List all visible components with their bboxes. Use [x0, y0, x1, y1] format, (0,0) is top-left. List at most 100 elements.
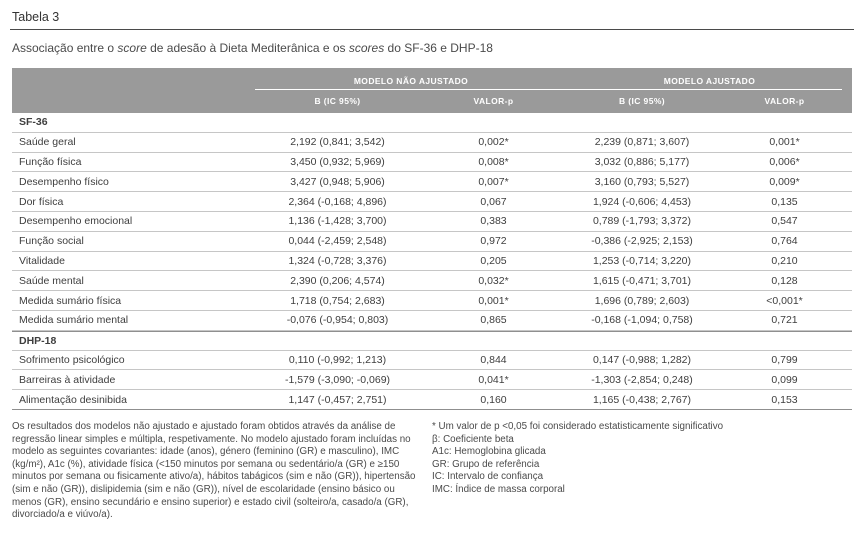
cell-p-unadjusted: 0,160 [480, 393, 507, 406]
cell-p-adjusted: 0,009* [769, 175, 800, 188]
subtitle-segment: do SF-36 e DHP-18 [384, 41, 493, 55]
cell-b-adjusted: -0,386 (-2,925; 2,153) [591, 235, 693, 248]
footnote-line: A1c: Hemoglobina glicada [432, 446, 546, 458]
table-row: Função social 0,044 (-2,459; 2,548) 0,972 -… [12, 232, 852, 252]
cell-b-adjusted: 3,032 (0,886; 5,177) [594, 155, 690, 168]
cell-b-adjusted: -1,303 (-2,854; 0,248) [591, 373, 693, 386]
cell-b-unadjusted: 3,450 (0,932; 5,969) [290, 155, 385, 168]
footnotes: Os resultados dos modelos não ajustado e… [10, 421, 854, 522]
cell-b-unadjusted: 2,192 (0,841; 3,542) [290, 136, 385, 149]
row-label: Dor física [19, 195, 64, 208]
cell-b-adjusted: 1,696 (0,789; 2,603) [594, 294, 690, 307]
cell-p-adjusted: 0,547 [771, 215, 798, 228]
cell-b-unadjusted: 1,718 (0,754; 2,683) [290, 294, 385, 307]
cell-p-unadjusted: 0,865 [480, 314, 507, 327]
table-row: Medida sumário mental -0,076 (-0,954; 0,8… [12, 311, 852, 331]
table-row: Função física 3,450 (0,932; 5,969) 0,008* 3… [12, 153, 852, 173]
footnote-left: Os resultados dos modelos não ajustado e… [12, 420, 416, 521]
cell-p-unadjusted: 0,007* [478, 175, 509, 188]
table-row: Vitalidade 1,324 (-0,728; 3,376) 0,205 1,25… [12, 252, 852, 272]
row-label: Função social [19, 235, 84, 248]
subtitle-segment: de adesão à Dieta Mediterânica e os [146, 41, 349, 55]
cell-p-unadjusted: 0,205 [480, 254, 507, 267]
cell-p-adjusted: 0,721 [771, 314, 798, 327]
cell-b-unadjusted: 3,427 (0,948; 5,906) [290, 175, 385, 188]
column-header-b-unadjusted: B (IC 95%) [314, 96, 361, 106]
section-label: DHP-18 [19, 334, 57, 347]
table-header: MODELO NÃO AJUSTADO MODELO AJUSTADO B (I… [12, 68, 852, 113]
cell-b-adjusted: 3,160 (0,793; 5,527) [594, 175, 690, 188]
cell-p-adjusted: 0,001* [769, 136, 800, 149]
group-header-adjusted: MODELO AJUSTADO [663, 76, 756, 86]
footnote-line: GR: Grupo de referência [432, 458, 540, 470]
cell-b-adjusted: 1,615 (-0,471; 3,701) [592, 274, 692, 287]
cell-p-adjusted: 0,135 [771, 195, 798, 208]
caption-rule [10, 29, 854, 30]
cell-p-unadjusted: 0,041* [478, 373, 509, 386]
row-label: Saúde mental [19, 274, 84, 287]
cell-p-unadjusted: 0,008* [478, 155, 509, 168]
cell-p-unadjusted: 0,972 [480, 235, 507, 248]
row-label: Medida sumário física [19, 294, 122, 307]
data-table: MODELO NÃO AJUSTADO MODELO AJUSTADO B (I… [12, 68, 852, 410]
footnote-line: IMC: Índice de massa corporal [432, 483, 565, 495]
row-label: Função física [19, 155, 82, 168]
cell-b-adjusted: 1,165 (-0,438; 2,767) [592, 393, 692, 406]
cell-p-unadjusted: 0,844 [480, 353, 507, 366]
header-divider [255, 89, 842, 90]
cell-b-unadjusted: 0,044 (-2,459; 2,548) [288, 235, 387, 248]
cell-b-adjusted: 1,253 (-0,714; 3,220) [592, 254, 692, 267]
table-row: Saúde mental 2,390 (0,206; 4,574) 0,032* 1,… [12, 271, 852, 292]
cell-p-adjusted: <0,001* [766, 294, 803, 307]
cell-p-adjusted: 0,099 [771, 373, 798, 386]
footnote-right: * Um valor de p <0,05 foi considerado es… [432, 421, 852, 522]
cell-p-unadjusted: 0,383 [480, 215, 507, 228]
table-row: Alimentação desinibida 1,147 (-0,457; 2,7… [12, 390, 852, 410]
cell-p-adjusted: 0,153 [771, 393, 798, 406]
cell-p-unadjusted: 0,002* [478, 136, 509, 149]
table-subtitle: Associação entre o score de adesão à Die… [10, 41, 854, 55]
row-label: Desempenho emocional [19, 215, 133, 228]
footnote-line: IC: Intervalo de confiança [432, 471, 544, 483]
table-caption-label: Tabela 3 [12, 10, 60, 24]
column-header-p-unadjusted: VALOR-p [473, 96, 514, 106]
cell-b-adjusted: 0,147 (-0,988; 1,282) [592, 353, 692, 366]
table-row: Desempenho emocional 1,136 (-1,428; 3,700… [12, 212, 852, 232]
cell-p-adjusted: 0,764 [771, 235, 798, 248]
row-label: Medida sumário mental [19, 314, 129, 327]
cell-p-adjusted: 0,799 [771, 353, 798, 366]
row-label: Barreiras à atividade [19, 373, 116, 386]
row-label: Vitalidade [19, 254, 65, 267]
table-row: Saúde geral 2,192 (0,841; 3,542) 0,002* 2,2… [12, 133, 852, 153]
cell-b-unadjusted: 1,136 (-1,428; 3,700) [288, 215, 387, 228]
cell-p-adjusted: 0,006* [769, 155, 800, 168]
column-header-p-adjusted: VALOR-p [764, 96, 805, 106]
cell-b-adjusted: -0,168 (-1,094; 0,758) [591, 314, 693, 327]
cell-p-unadjusted: 0,067 [480, 195, 507, 208]
footnote-line: β: Coeficiente beta [432, 433, 514, 445]
subtitle-segment: Associação entre o [12, 41, 118, 55]
cell-b-unadjusted: 0,110 (-0,992; 1,213) [288, 353, 387, 366]
cell-b-unadjusted: 2,364 (-0,168; 4,896) [288, 195, 387, 208]
table-row: Dor física 2,364 (-0,168; 4,896) 0,067 1,92… [12, 192, 852, 212]
table-row: Medida sumário física 1,718 (0,754; 2,683… [12, 291, 852, 311]
cell-p-adjusted: 0,128 [771, 274, 798, 287]
row-label: Desempenho físico [19, 175, 109, 188]
section-row-sf-36: SF-36 [12, 113, 852, 133]
table-body: SF-36 Saúde geral 2,192 (0,841; 3,542) 0,00… [12, 113, 852, 410]
table-row: Sofrimento psicológico 0,110 (-0,992; 1,2… [12, 351, 852, 371]
section-label: SF-36 [19, 116, 48, 129]
footnote-line: * Um valor de p <0,05 foi considerado es… [432, 420, 724, 432]
subtitle-segment: score [117, 41, 147, 55]
cell-b-unadjusted: 1,147 (-0,457; 2,751) [288, 393, 387, 406]
cell-p-unadjusted: 0,032* [478, 274, 509, 287]
subtitle-segment: scores [348, 41, 385, 55]
cell-b-unadjusted: 2,390 (0,206; 4,574) [290, 274, 385, 287]
table-row: Barreiras à atividade -1,579 (-3,090; -0,… [12, 370, 852, 391]
cell-b-adjusted: 1,924 (-0,606; 4,453) [592, 195, 692, 208]
table-row: Desempenho físico 3,427 (0,948; 5,906) 0,0… [12, 172, 852, 193]
row-label: Sofrimento psicológico [19, 353, 125, 366]
group-header-unadjusted: MODELO NÃO AJUSTADO [353, 76, 469, 86]
row-label: Saúde geral [19, 136, 76, 149]
